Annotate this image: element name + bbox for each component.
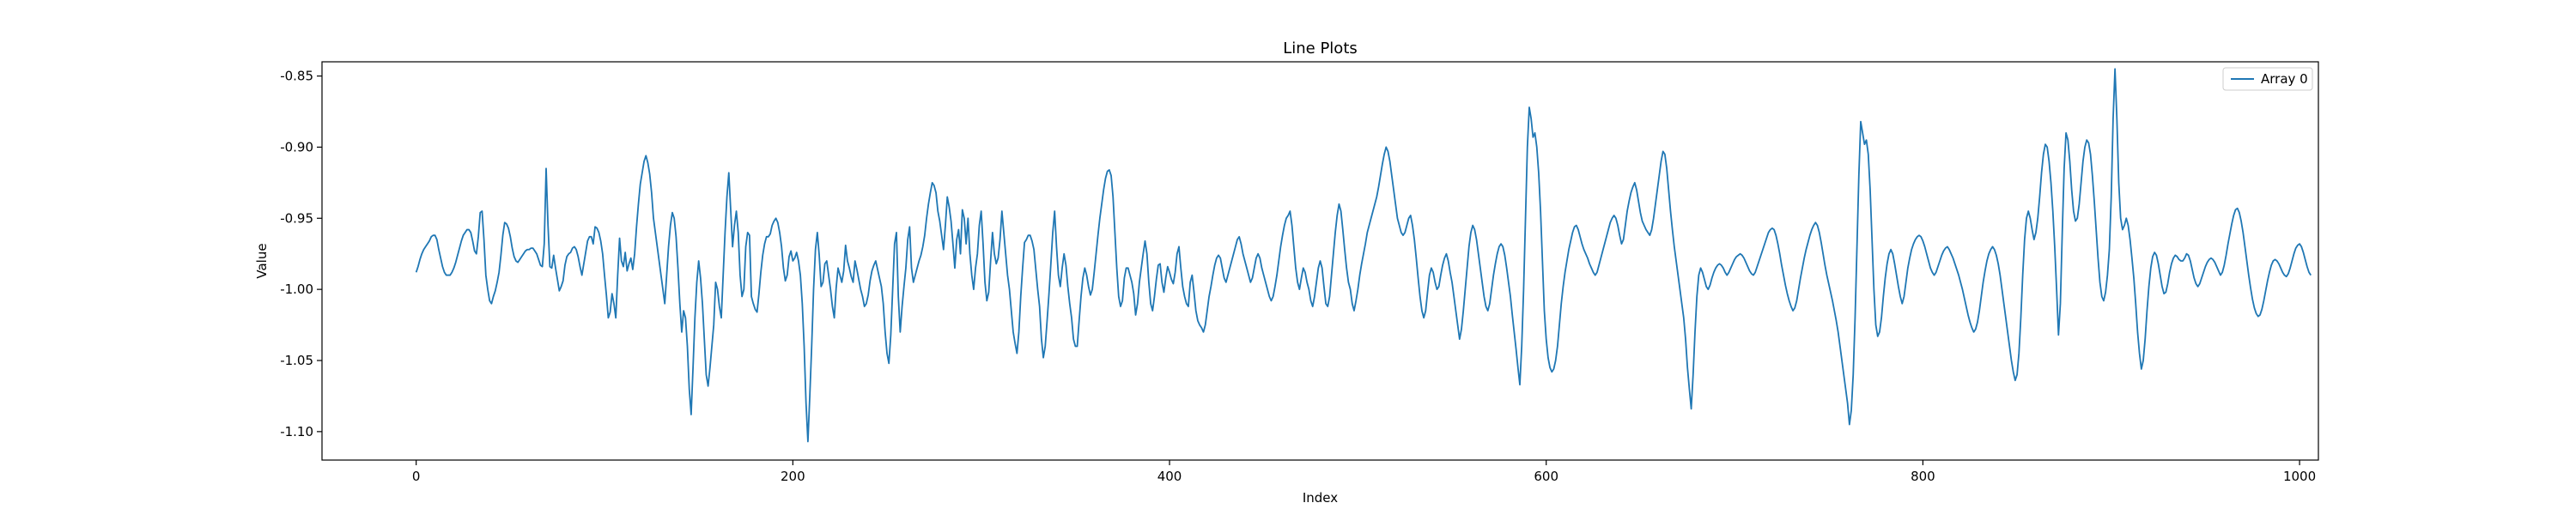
y-tick-label: -1.00: [280, 282, 313, 297]
x-tick-label: 400: [1157, 469, 1182, 484]
y-tick-label: -1.05: [280, 353, 313, 368]
x-tick-label: 200: [781, 469, 805, 484]
legend-label-array-0: Array 0: [2261, 71, 2308, 87]
y-axis-label: Value: [254, 243, 270, 278]
plot-area: [415, 68, 2312, 443]
y-tick-label: -0.90: [280, 139, 313, 154]
x-axis-ticks: 0 200 400 600 800 1000: [412, 460, 2316, 484]
y-tick-label: -0.95: [280, 210, 313, 226]
x-axis-label: Index: [1303, 490, 1338, 506]
legend-box: [2222, 67, 2313, 91]
plot-frame: [321, 61, 2319, 461]
legend: Array 0: [2222, 67, 2313, 91]
x-tick-label: 0: [412, 469, 421, 484]
y-tick-label: -0.85: [280, 69, 313, 84]
y-tick-label: -1.10: [280, 424, 313, 439]
series-line-array-0: [415, 68, 2312, 443]
y-axis-ticks: -1.10 -1.05 -1.00 -0.95 -0.90 -0.85: [280, 69, 322, 439]
x-tick-label: 1000: [2283, 469, 2316, 484]
x-tick-label: 800: [1911, 469, 1935, 484]
chart-title: Line Plots: [1283, 39, 1358, 58]
x-tick-label: 600: [1534, 469, 1558, 484]
